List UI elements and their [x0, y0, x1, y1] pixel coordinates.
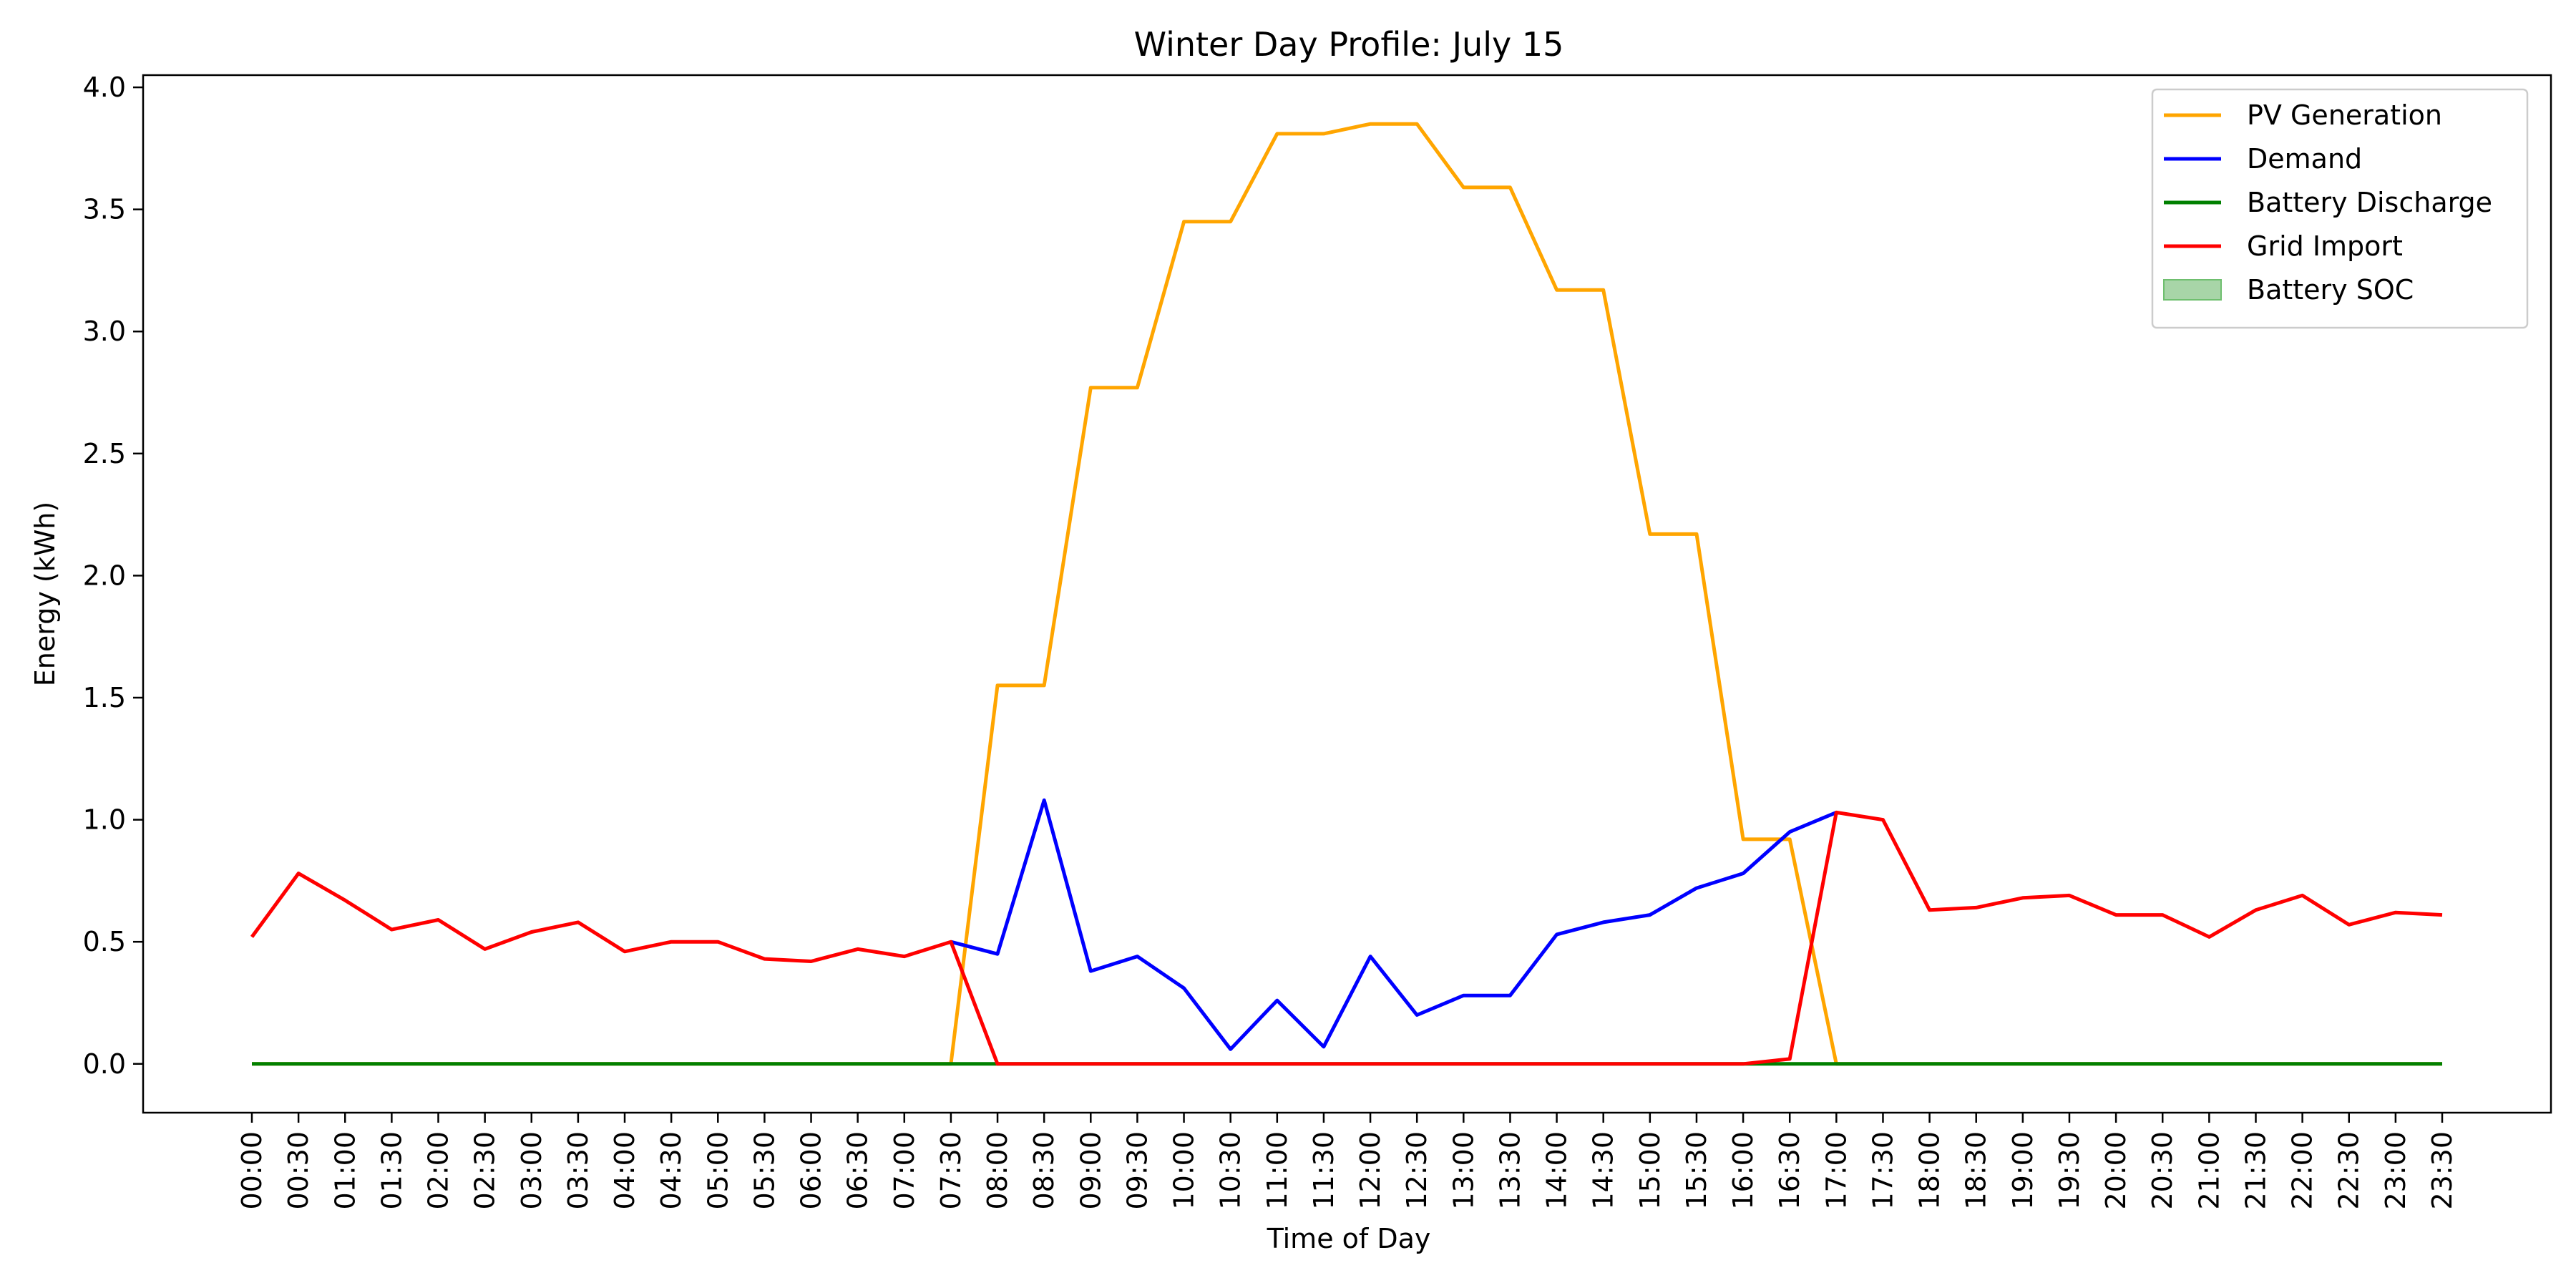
x-tick-label: 11:00 [1262, 1131, 1293, 1210]
y-tick-label: 3.0 [83, 316, 126, 347]
x-tick-label: 09:00 [1075, 1131, 1106, 1210]
legend-label: Grid Import [2247, 230, 2403, 262]
x-tick-label: 22:00 [2287, 1131, 2318, 1210]
x-tick-label: 03:00 [516, 1131, 547, 1210]
x-tick-label: 02:30 [469, 1131, 501, 1210]
x-tick-label: 02:00 [423, 1131, 454, 1210]
plot-area [250, 122, 2443, 1066]
x-tick-label: 09:30 [1121, 1131, 1153, 1210]
x-tick-label: 21:30 [2240, 1131, 2271, 1210]
plot-frame [142, 74, 2552, 1114]
legend: PV Generation Demand Battery Discharge Grid… [2151, 88, 2529, 329]
x-tick-label: 10:30 [1215, 1131, 1246, 1210]
y-tick-label: 1.0 [83, 804, 126, 836]
legend-label: PV Generation [2247, 99, 2442, 131]
legend-label: Battery Discharge [2247, 187, 2492, 218]
x-tick-label: 18:30 [1961, 1131, 1992, 1210]
y-tick-label: 0.0 [83, 1048, 126, 1080]
x-tick-label: 15:00 [1634, 1131, 1666, 1210]
x-tick-label: 16:00 [1727, 1131, 1759, 1210]
x-tick-label: 06:30 [842, 1131, 874, 1210]
x-tick-label: 23:30 [2426, 1131, 2458, 1210]
x-tick-label: 00:30 [283, 1131, 314, 1210]
x-tick-label: 04:30 [655, 1131, 687, 1210]
x-tick-label: 07:00 [889, 1131, 920, 1210]
x-tick-label: 13:00 [1448, 1131, 1479, 1210]
y-tick-label: 2.5 [83, 438, 126, 469]
y-axis-label: Energy (kWh) [29, 502, 61, 686]
x-tick-label: 05:30 [748, 1131, 780, 1210]
x-tick-label: 17:30 [1867, 1131, 1898, 1210]
x-axis: 00:00 00:30 01:00 01:30 02:00 02:30 03:00 03:30… [236, 1113, 2458, 1210]
x-tick-label: 05:00 [702, 1131, 733, 1210]
y-tick-label: 0.5 [83, 926, 126, 957]
x-tick-label: 22:30 [2333, 1131, 2365, 1210]
legend-label: Demand [2247, 143, 2362, 175]
x-tick-label: 01:00 [329, 1131, 361, 1210]
x-tick-label: 06:00 [796, 1131, 827, 1210]
y-tick-label: 2.0 [83, 560, 126, 591]
x-tick-label: 11:30 [1308, 1131, 1340, 1210]
x-tick-label: 03:30 [562, 1131, 594, 1210]
series-line-grid-import [250, 810, 2443, 1066]
x-tick-label: 01:30 [376, 1131, 407, 1210]
y-axis: 0.0 0.5 1.0 1.5 2.0 2.5 3.0 3.5 4.0 [83, 72, 143, 1080]
x-tick-label: 14:30 [1588, 1131, 1619, 1210]
x-tick-label: 08:30 [1028, 1131, 1060, 1210]
x-tick-label: 20:30 [2147, 1131, 2178, 1210]
legend-box [2151, 88, 2529, 329]
x-tick-label: 19:00 [2007, 1131, 2039, 1210]
x-tick-label: 12:30 [1401, 1131, 1433, 1210]
x-tick-label: 08:00 [982, 1131, 1013, 1210]
x-tick-label: 20:00 [2100, 1131, 2132, 1210]
chart-title: Winter Day Profile: July 15 [1134, 25, 1564, 64]
x-tick-label: 19:30 [2054, 1131, 2085, 1210]
y-tick-label: 4.0 [83, 72, 126, 103]
y-tick-label: 1.5 [83, 682, 126, 713]
x-tick-label: 23:00 [2380, 1131, 2411, 1210]
x-tick-label: 17:00 [1820, 1131, 1852, 1210]
x-tick-label: 12:00 [1355, 1131, 1386, 1210]
x-tick-label: 10:00 [1169, 1131, 1200, 1210]
x-tick-label: 04:00 [609, 1131, 640, 1210]
x-tick-label: 15:30 [1681, 1131, 1712, 1210]
legend-label: Battery SOC [2247, 274, 2414, 306]
x-tick-label: 13:30 [1494, 1131, 1526, 1210]
y-tick-label: 3.5 [83, 194, 126, 225]
x-tick-label: 14:00 [1541, 1131, 1573, 1210]
x-tick-label: 18:00 [1914, 1131, 1946, 1210]
legend-swatch [2163, 279, 2222, 301]
x-tick-label: 00:00 [236, 1131, 268, 1210]
x-axis-label: Time of Day [1267, 1223, 1431, 1254]
x-tick-label: 21:00 [2193, 1131, 2225, 1210]
x-tick-label: 07:30 [935, 1131, 967, 1210]
x-tick-label: 16:30 [1774, 1131, 1805, 1210]
series-line-demand [950, 798, 1838, 1051]
